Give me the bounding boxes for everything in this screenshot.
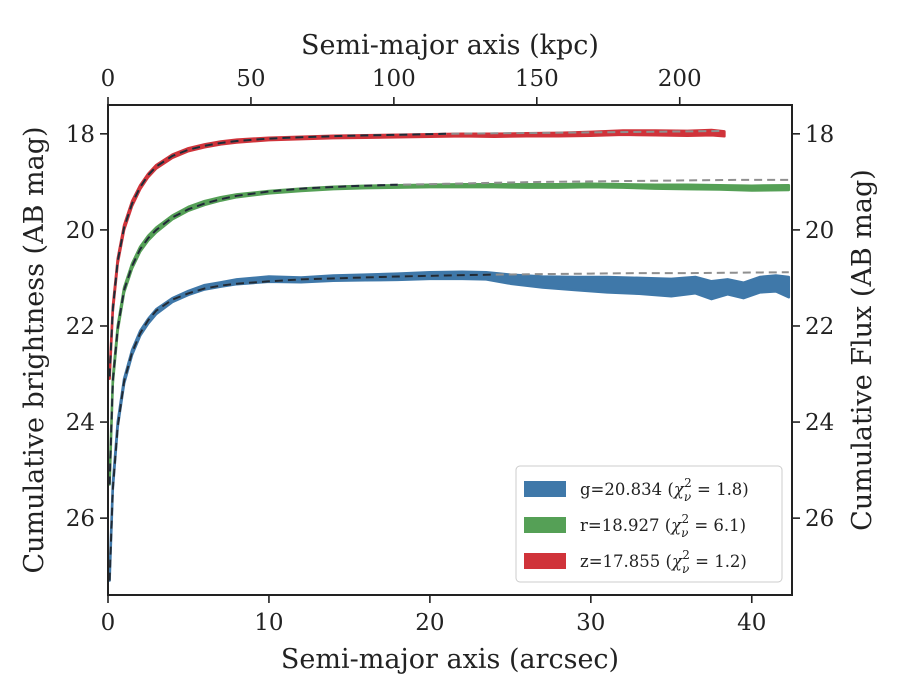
legend-swatch-0 — [524, 481, 566, 497]
x-tick-label-2: 20 — [415, 610, 444, 636]
y-tick-label-right-4: 26 — [805, 506, 834, 532]
x-tick-label-1: 10 — [254, 610, 283, 636]
x-tick-label-3: 30 — [576, 610, 605, 636]
legend-label-1: r=18.927 (χν2 = 6.1) — [580, 512, 746, 540]
x-axis-title: Semi-major axis (arcsec) — [281, 644, 619, 675]
legend-label-2: z=17.855 (χν2 = 1.2) — [580, 548, 747, 576]
legend-chi-0: χ — [673, 480, 685, 499]
legend-chi-1: χ — [670, 516, 682, 535]
top-tick-label-1: 50 — [236, 66, 265, 92]
legend-chi-sub-0: ν — [684, 490, 691, 504]
model-fit-1 — [108, 183, 398, 485]
series-band-0 — [108, 270, 791, 582]
legend-swatch-2 — [524, 553, 566, 569]
legend-label-main-0: g=20.834 ( — [580, 480, 674, 499]
x-tick-label-0: 0 — [101, 610, 116, 636]
legend-chi-sup-2: 2 — [682, 548, 690, 562]
legend-chi-sub-1: ν — [681, 526, 688, 540]
y-axis-title: Cumulative brightness (AB mag) — [19, 126, 50, 573]
top-tick-label-0: 0 — [101, 66, 116, 92]
model-dashed-2 — [108, 129, 725, 377]
model-fit-0 — [108, 273, 495, 581]
legend-value-2: = 1.2) — [690, 552, 747, 571]
top-tick-label-4: 200 — [658, 66, 702, 92]
y-tick-label-left-4: 26 — [66, 506, 95, 532]
y-tick-label-right-2: 22 — [805, 314, 834, 340]
legend-label-main-2: z=17.855 ( — [580, 552, 672, 571]
y-tick-label-left-1: 20 — [66, 218, 95, 244]
y-tick-label-left-0: 18 — [66, 122, 95, 148]
y-tick-label-right-1: 20 — [805, 218, 834, 244]
plot-area — [108, 128, 791, 582]
legend-box — [515, 465, 783, 583]
top-tick-label-3: 150 — [515, 66, 559, 92]
model-dashed-1 — [108, 178, 789, 485]
legend-chi-sub-2: ν — [682, 562, 689, 576]
legend-chi-2: χ — [671, 552, 683, 571]
right-y-axis-title: Cumulative Flux (AB mag) — [847, 169, 878, 531]
y-tick-label-left-3: 24 — [66, 410, 95, 436]
model-fit-2 — [108, 132, 447, 377]
legend-label-0: g=20.834 (χν2 = 1.8) — [580, 476, 749, 504]
legend-swatch-1 — [524, 517, 566, 533]
legend-chi-sup-1: 2 — [681, 512, 689, 526]
top-axis-title: Semi-major axis (kpc) — [301, 30, 599, 61]
top-tick-label-2: 100 — [372, 66, 416, 92]
series-band-1 — [108, 182, 791, 486]
legend-value-1: = 6.1) — [689, 516, 746, 535]
y-tick-label-left-2: 22 — [66, 314, 95, 340]
plot-frame — [107, 104, 793, 596]
x-tick-label-4: 40 — [737, 610, 766, 636]
legend: g=20.834 (χν2 = 1.8)r=18.927 (χν2 = 6.1)… — [515, 465, 783, 583]
y-tick-label-right-0: 18 — [805, 122, 834, 148]
series-band-2 — [108, 128, 726, 381]
legend-value-0: = 1.8) — [692, 480, 749, 499]
legend-label-main-1: r=18.927 ( — [580, 516, 671, 535]
legend-chi-sup-0: 2 — [684, 476, 692, 490]
y-tick-label-right-3: 24 — [805, 410, 834, 436]
